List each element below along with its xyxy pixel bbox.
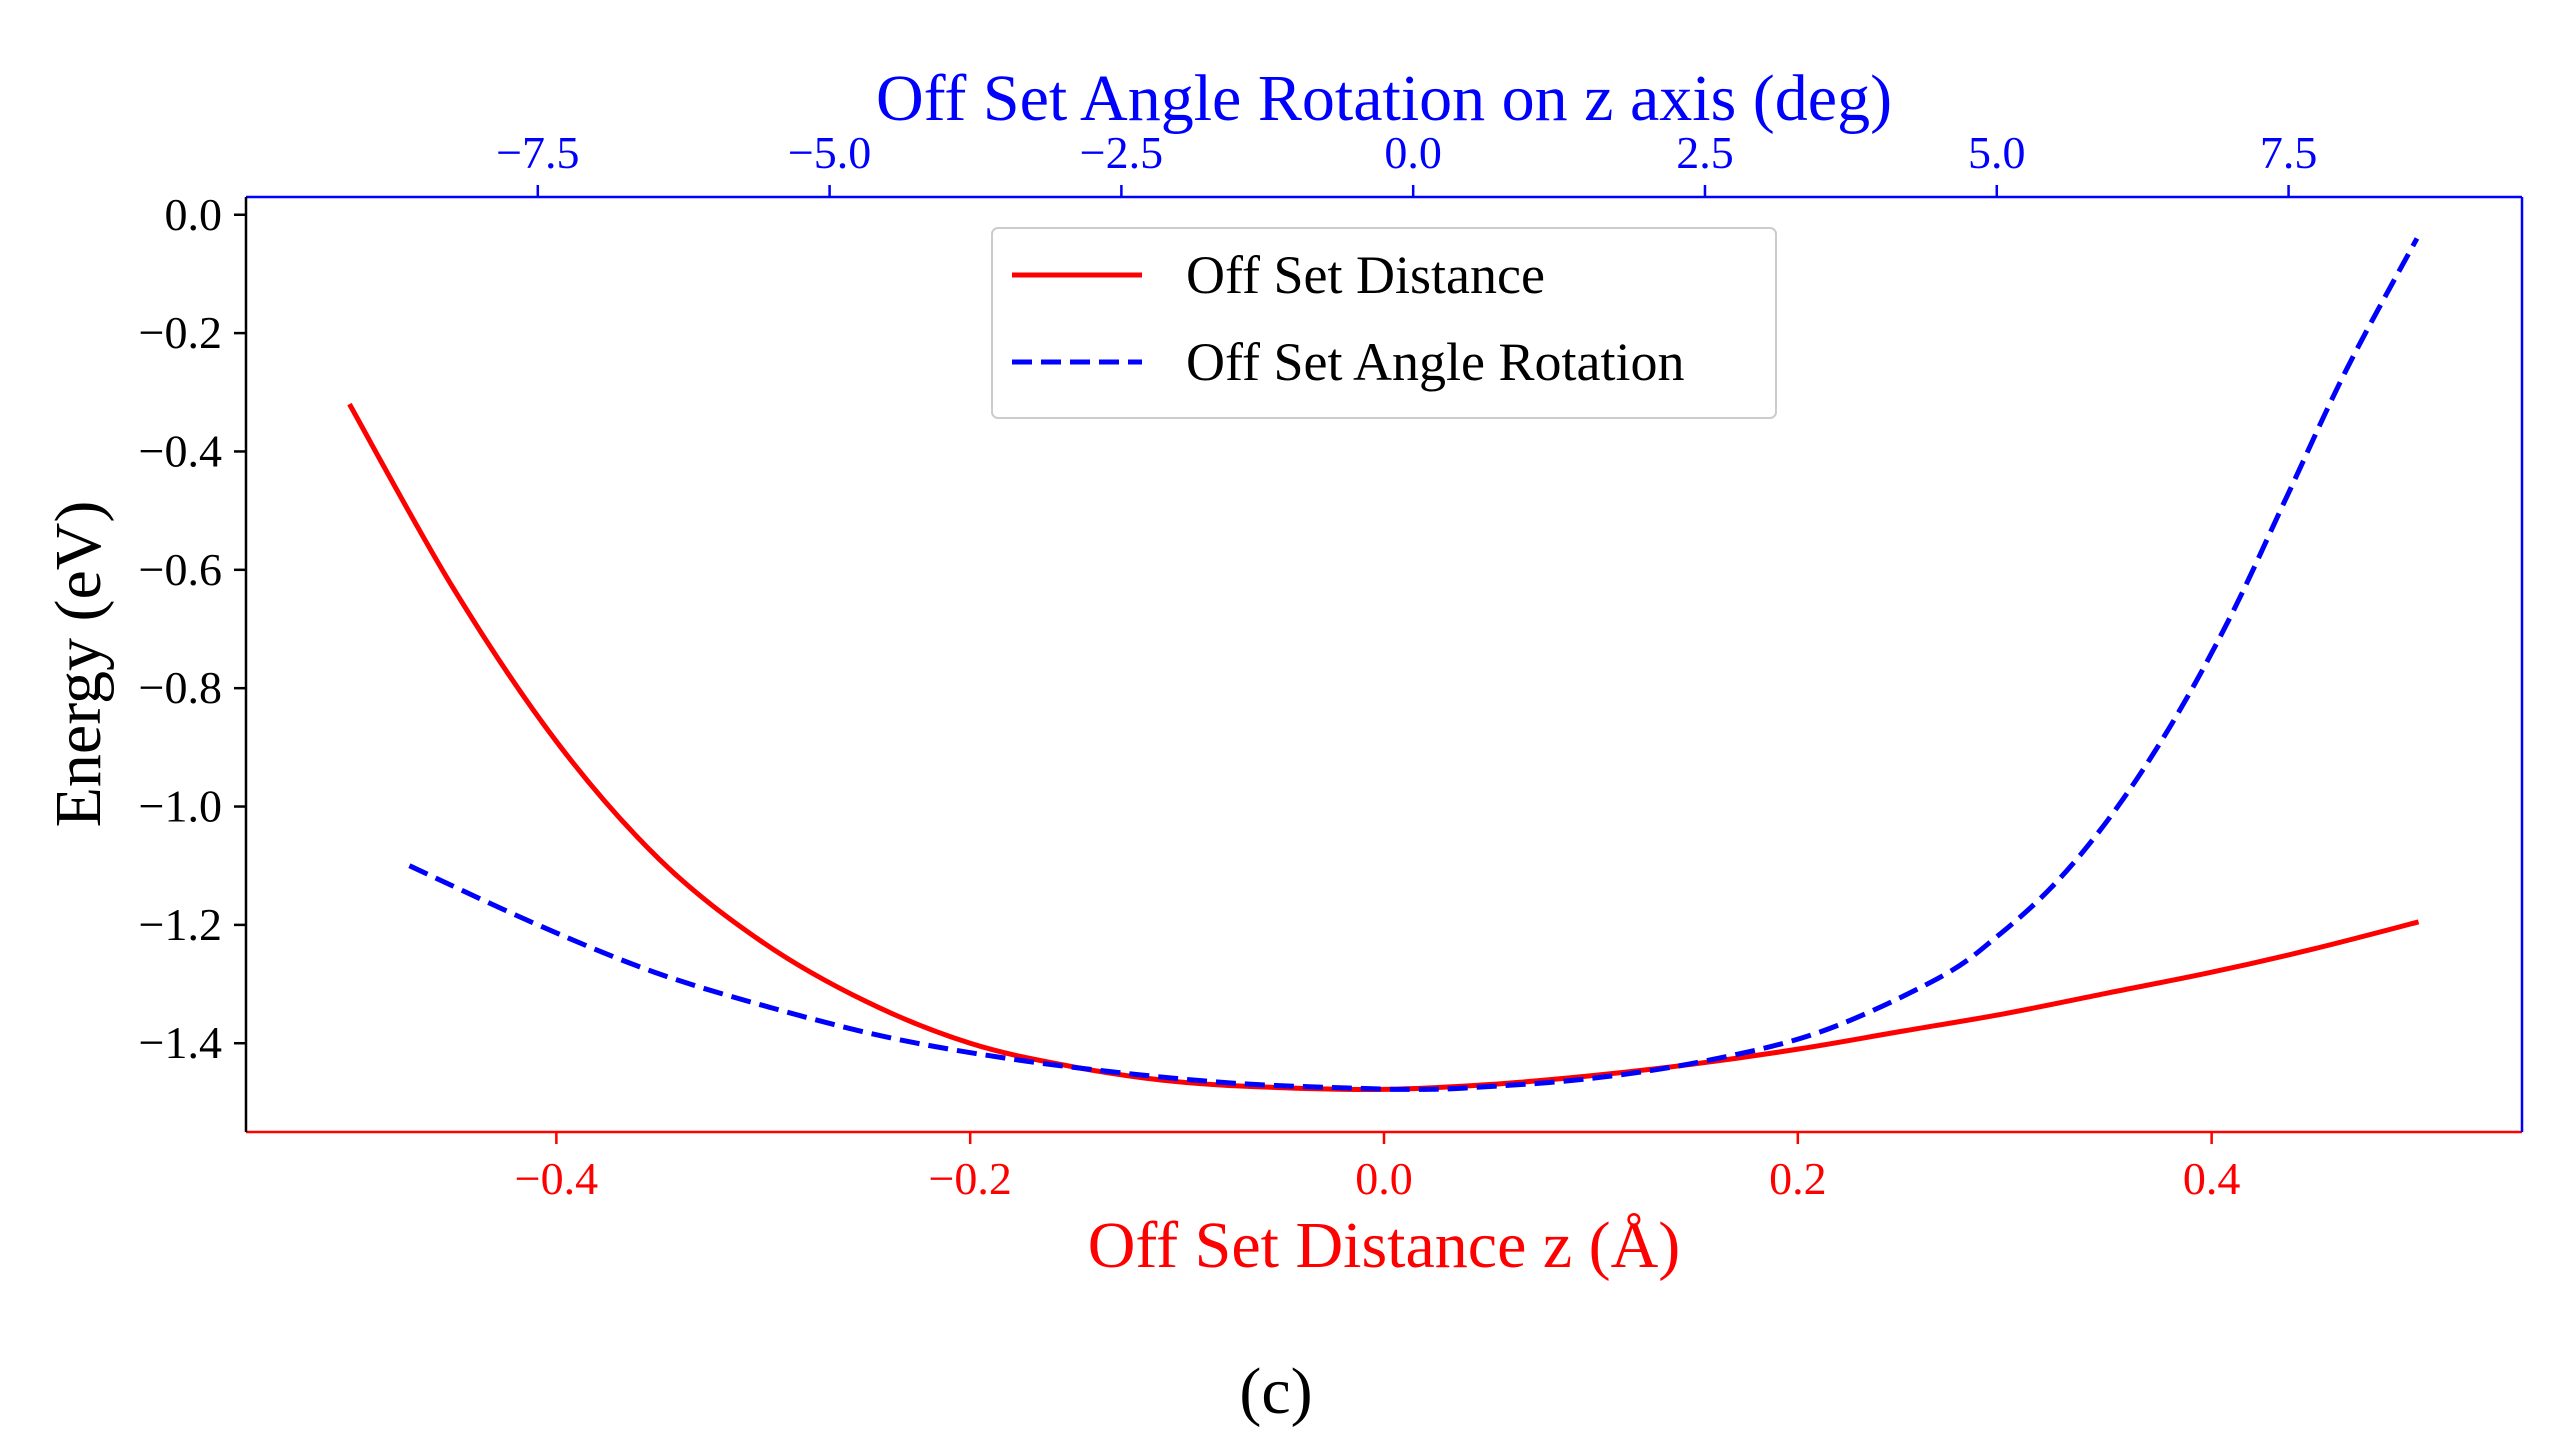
x-bottom-tick-label: −0.4 xyxy=(515,1153,598,1204)
figure-caption: (c) xyxy=(1239,1355,1312,1428)
legend-box xyxy=(991,227,1777,419)
legend: Off Set Distance Off Set Angle Rotation xyxy=(991,227,1777,419)
x-top-tick-label: 2.5 xyxy=(1676,127,1734,178)
y-axis-title: Energy (eV) xyxy=(42,501,115,828)
ticks-layer: −0.4 −0.2 0.0 0.2 0.4 −7.5 −5.0 −2.5 0.0 2.5 5.0 7.… xyxy=(139,127,2318,1204)
x-top-tick-label: 7.5 xyxy=(2260,127,2318,178)
y-tick-label: −0.4 xyxy=(139,425,222,476)
x-top-tick-label: −5.0 xyxy=(788,127,871,178)
x-bottom-axis-title: Off Set Distance z (Å) xyxy=(1088,1209,1681,1282)
x-top-tick-label: 0.0 xyxy=(1384,127,1442,178)
x-top-tick-label: −7.5 xyxy=(496,127,579,178)
x-bottom-tick-label: 0.4 xyxy=(2183,1153,2241,1204)
curves-layer xyxy=(347,237,2420,1093)
x-top-axis-title: Off Set Angle Rotation on z axis (deg) xyxy=(876,62,1892,135)
y-tick-label: 0.0 xyxy=(165,189,223,240)
x-top-tick-label: −2.5 xyxy=(1080,127,1163,178)
y-tick-label: −1.4 xyxy=(139,1017,222,1068)
series-line-off-set-angle-rotation xyxy=(408,237,2420,1092)
x-bottom-tick-label: 0.0 xyxy=(1355,1153,1413,1204)
legend-label-off-set-angle-rotation: Off Set Angle Rotation xyxy=(1186,332,1684,392)
legend-label-off-set-distance: Off Set Distance xyxy=(1186,245,1545,305)
x-bottom-tick-label: 0.2 xyxy=(1769,1153,1827,1204)
y-tick-label: −0.8 xyxy=(139,662,222,713)
y-tick-label: −0.6 xyxy=(139,544,222,595)
y-tick-label: −1.2 xyxy=(139,899,222,950)
y-tick-label: −0.2 xyxy=(139,307,222,358)
x-top-tick-label: 5.0 xyxy=(1968,127,2026,178)
x-bottom-tick-label: −0.2 xyxy=(928,1153,1011,1204)
y-tick-label: −1.0 xyxy=(139,781,222,832)
